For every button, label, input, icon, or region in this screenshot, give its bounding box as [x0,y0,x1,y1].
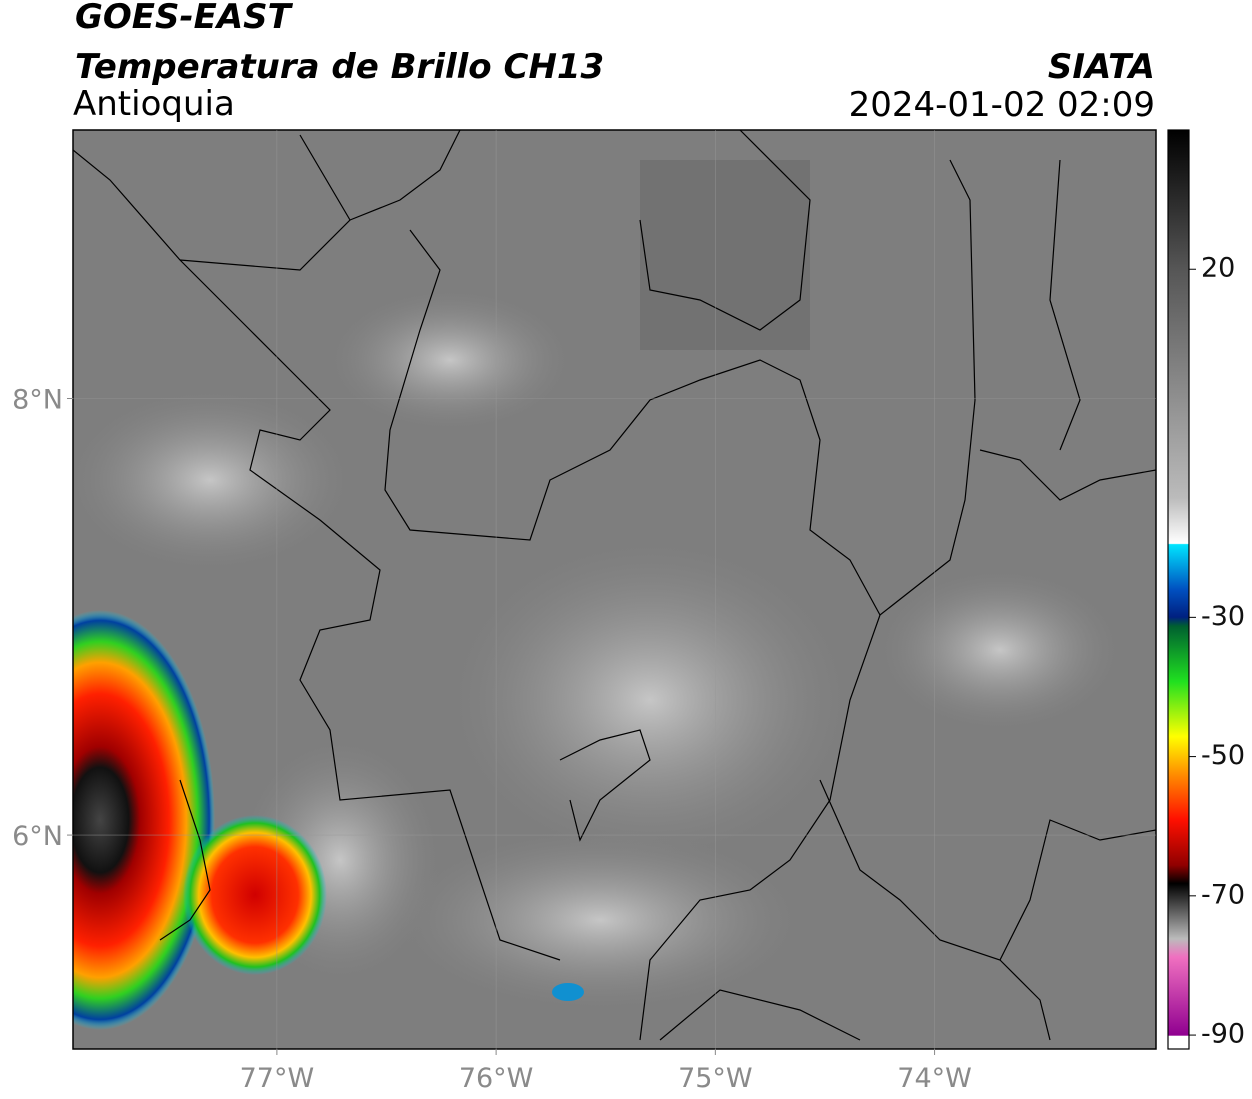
x-tick-label: 77°W [240,1063,315,1094]
map-frame [72,129,1157,1050]
map-image [73,130,1156,1049]
y-tick-label: 6°N [12,821,63,852]
source: SIATA [1048,47,1155,87]
storm-cell [552,983,584,1001]
cloud [400,830,800,1010]
cloud [330,290,570,430]
colorbar-tick-label: 20 [1201,253,1235,284]
storm-cell [73,610,215,1030]
datetime: 2024-01-02 02:09 [849,85,1155,125]
x-tick-label: 76°W [459,1063,534,1094]
cloud [450,540,850,860]
colorbar [1167,129,1190,1050]
dark-area [640,160,810,350]
subtitle: Temperatura de Brillo CH13 [75,47,604,87]
storm-cell [183,815,327,975]
cloud [880,570,1120,730]
colorbar-tick-label: -30 [1201,601,1245,632]
cloud [73,390,350,570]
x-tick-label: 74°W [897,1063,972,1094]
x-tick-label: 75°W [678,1063,753,1094]
colorbar-tick-label: -90 [1201,1019,1245,1050]
borders [73,130,1156,1041]
title: GOES-EAST [75,0,294,37]
colorbar-tick-label: -50 [1201,740,1245,771]
colorbar-tick-label: -70 [1201,879,1245,910]
region: Antioquia [73,84,235,124]
y-tick-label: 8°N [12,384,63,415]
